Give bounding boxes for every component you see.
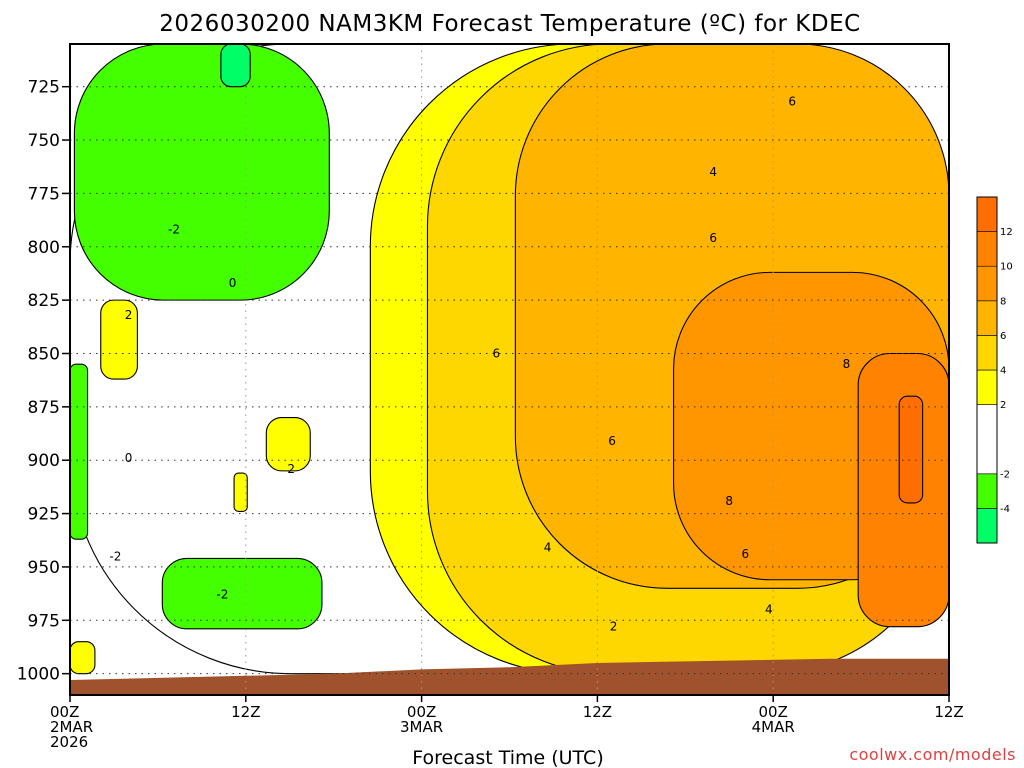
temperature-region-1 [73, 43, 330, 301]
y-tick-label-775: 775 [28, 184, 60, 204]
x-tick-label-0-0: 00Z [50, 703, 79, 721]
x-axis-label: Forecast Time (UTC) [412, 747, 603, 768]
contour-label-1: 0 [229, 276, 237, 290]
colorbar-label-8: 8 [1000, 296, 1006, 307]
colorbar-label-12: 12 [1000, 227, 1013, 238]
plot-frame [69, 43, 950, 696]
contour-label-6: -2 [216, 588, 228, 602]
contour-label-7: 6 [492, 346, 500, 360]
colorbar-bin-0 [976, 508, 998, 544]
chart-title: 2026030200 NAM3KM Forecast Temperature (… [159, 11, 860, 37]
y-tick-label-900: 900 [28, 451, 60, 471]
terrain-layer [70, 658, 949, 695]
contour-label-3: 0 [125, 451, 133, 465]
temperature-regions [69, 43, 950, 675]
x-tick-label-24-1: 3MAR [400, 718, 443, 736]
x-tick-label-0-2: 2026 [50, 733, 88, 751]
colorbar-bin-4 [976, 335, 998, 371]
contour-label-8: 4 [544, 541, 552, 555]
contour-label-2: 2 [125, 308, 133, 322]
y-axis-ticks: 725 750 775 800 825 850 875 900 925 950 975 1000 [17, 78, 70, 685]
colorbar-bin-5 [976, 300, 998, 336]
contour-label-11: 4 [709, 165, 717, 179]
colorbar-label-2: 2 [1000, 400, 1006, 411]
temperature-region-4 [161, 557, 323, 630]
y-tick-label-850: 850 [28, 344, 60, 364]
x-tick-label-48-1: 4MAR [752, 718, 795, 736]
y-tick-label-800: 800 [28, 238, 60, 258]
colorbar-label-6: 6 [1000, 331, 1006, 342]
plot-border [69, 43, 950, 696]
contour-label-13: 6 [788, 95, 796, 109]
contour-label-4: 2 [287, 462, 295, 476]
y-tick-label-925: 925 [28, 505, 60, 525]
contour-labels: -2 0 2 0 2 -2 -2 6 4 6 2 4 6 6 8 8 6 4 [109, 95, 850, 634]
contour-label-15: 8 [725, 494, 733, 508]
temperature-region-9 [69, 641, 96, 675]
colorbar-frame [976, 196, 998, 544]
x-tick-label-12-0: 12Z [231, 703, 260, 721]
y-tick-label-950: 950 [28, 558, 60, 578]
y-tick-label-875: 875 [28, 398, 60, 418]
colorbar-label-4: 4 [1000, 366, 1006, 377]
colorbar-label--2: -2 [1000, 469, 1010, 480]
temperature-region-3 [69, 363, 89, 540]
temperature-region-6 [100, 299, 138, 380]
x-tick-label-0-1: 2MAR [50, 718, 93, 736]
contour-label-0: -2 [168, 223, 180, 237]
contour-label-16: 6 [742, 547, 750, 561]
temperature-region-14 [898, 395, 924, 504]
contour-label-12: 6 [709, 231, 717, 245]
y-tick-label-1000: 1000 [17, 665, 60, 685]
temperature-region-7 [265, 416, 311, 472]
y-tick-label-725: 725 [28, 78, 60, 98]
colorbar-bin-8 [976, 196, 998, 232]
contour-label-5: -2 [109, 549, 121, 563]
y-tick-label-825: 825 [28, 291, 60, 311]
y-tick-label-975: 975 [28, 611, 60, 631]
y-tick-label-750: 750 [28, 131, 60, 151]
colorbar-legend: -4 -2 2 4 6 8 10 12 [976, 196, 1013, 544]
contour-label-17: 4 [765, 603, 773, 617]
colorbar-bin-7 [976, 231, 998, 267]
colorbar-bin-2 [976, 404, 998, 475]
grid-lines [70, 44, 949, 695]
temperature-region-8 [233, 472, 248, 512]
colorbar-bin-6 [976, 265, 998, 302]
colorbar-bin-1 [976, 473, 998, 509]
x-tick-label-24-0: 00Z [407, 703, 436, 721]
colorbar-label-10: 10 [1000, 262, 1013, 273]
x-tick-label-36-0: 12Z [583, 703, 612, 721]
colorbar-label--4: -4 [1000, 504, 1010, 515]
contour-label-9: 6 [608, 434, 616, 448]
x-tick-label-48-0: 00Z [759, 703, 788, 721]
terrain-surface [70, 658, 949, 695]
contour-label-10: 2 [610, 620, 618, 634]
contour-label-14: 8 [843, 357, 851, 371]
x-tick-label-60-0: 12Z [934, 703, 963, 721]
temperature-region-2 [220, 43, 251, 88]
colorbar-bin-3 [976, 369, 998, 405]
credit-text: coolwx.com/models [849, 745, 1016, 764]
